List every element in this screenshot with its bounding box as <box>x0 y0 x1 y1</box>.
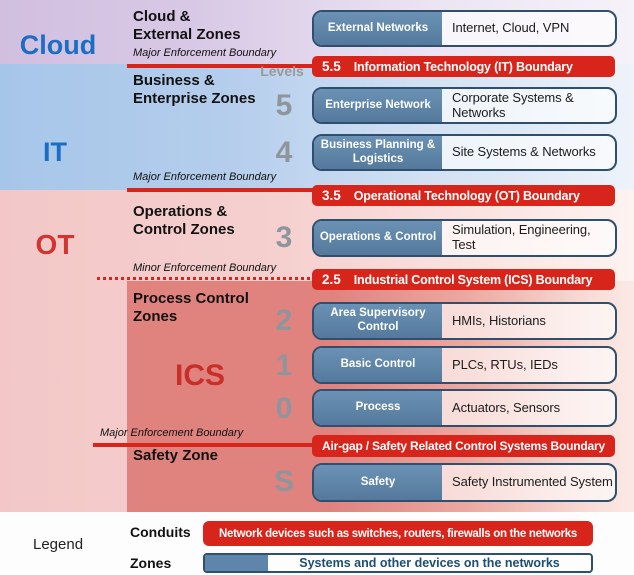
zone-box-basic-control: Basic Control PLCs, RTUs, IEDs <box>312 346 617 384</box>
zone-box-name: Area Supervisory Control <box>314 304 442 338</box>
level-number-2: 2 <box>275 304 293 337</box>
zone-box-enterprise-network: Enterprise Network Corporate Systems & N… <box>312 87 617 124</box>
zone-box-description: Safety Instrumented System <box>452 474 613 490</box>
zone-box-description: Internet, Cloud, VPN <box>452 20 570 36</box>
level-number-s: S <box>273 465 294 498</box>
major-boundary-line-cloud-it <box>127 64 316 68</box>
zone-box-name: Enterprise Network <box>314 89 442 122</box>
conduit-level-number: 3.5 <box>322 188 341 203</box>
legend-conduit-sample: Network devices such as switches, router… <box>203 521 593 546</box>
level-number-4: 4 <box>275 136 293 169</box>
zone-title-business-enterprise: Business & Enterprise Zones <box>133 72 256 107</box>
conduit-bar-it-boundary: 5.5 Information Technology (IT) Boundary <box>312 56 615 77</box>
conduit-bar-airgap-boundary: Air-gap / Safety Related Control Systems… <box>312 435 615 457</box>
legend-zone-blue-segment <box>205 555 268 571</box>
zone-box-operations-control: Operations & Control Simulation, Enginee… <box>312 219 617 257</box>
legend-conduit-description: Network devices such as switches, router… <box>219 527 577 540</box>
minor-boundary-dotted-line <box>97 277 316 280</box>
zone-title-operations-control: Operations & Control Zones <box>133 203 235 238</box>
legend-zones-label: Zones <box>130 555 172 571</box>
zone-box-name: External Networks <box>314 12 442 45</box>
zone-box-area-supervisory: Area Supervisory Control HMIs, Historian… <box>312 302 617 340</box>
conduit-title: Information Technology (IT) Boundary <box>353 59 573 74</box>
zone-box-description: PLCs, RTUs, IEDs <box>452 356 558 372</box>
zone-title-cloud-external: Cloud & External Zones <box>133 8 241 43</box>
conduit-level-number: 2.5 <box>322 272 341 287</box>
conduit-bar-ics-boundary: 2.5 Industrial Control System (ICS) Boun… <box>312 269 615 290</box>
boundary-label: Major Enforcement Boundary <box>133 171 277 183</box>
zone-box-description: HMIs, Historians <box>452 312 546 328</box>
conduit-title: Operational Technology (OT) Boundary <box>353 188 580 203</box>
ot-label: OT <box>35 229 75 260</box>
zone-box-name: Business Planning & Logistics <box>314 136 442 169</box>
major-boundary-line-safety <box>93 443 316 447</box>
zone-box-external-networks: External Networks Internet, Cloud, VPN <box>312 10 617 47</box>
boundary-label: Major Enforcement Boundary <box>133 47 277 59</box>
conduit-title: Air-gap / Safety Related Control Systems… <box>322 439 605 453</box>
zone-box-name: Process <box>314 391 442 425</box>
zone-box-description: Site Systems & Networks <box>452 144 596 160</box>
it-zone-band <box>0 64 634 190</box>
legend-zone-description: Systems and other devices on the network… <box>299 556 560 570</box>
boundary-label: Major Enforcement Boundary <box>100 427 244 439</box>
level-number-0: 0 <box>275 392 293 425</box>
zone-box-description: Actuators, Sensors <box>452 399 561 415</box>
cloud-label: Cloud <box>19 30 97 60</box>
conduit-bar-ot-boundary: 3.5 Operational Technology (OT) Boundary <box>312 185 615 206</box>
ics-label: ICS <box>174 359 225 392</box>
conduit-level-number: 5.5 <box>322 59 341 74</box>
zone-box-description: Corporate Systems & Networks <box>452 89 574 120</box>
level-number-5: 5 <box>275 89 293 122</box>
level-number-3: 3 <box>275 221 293 254</box>
levels-header: Levels <box>260 63 304 79</box>
zone-title-safety: Safety Zone <box>133 447 219 464</box>
zone-box-process: Process Actuators, Sensors <box>312 389 617 427</box>
boundary-label: Minor Enforcement Boundary <box>133 262 277 274</box>
zone-box-name: Operations & Control <box>314 221 442 255</box>
zone-box-safety: Safety Safety Instrumented System <box>312 463 617 502</box>
legend-conduits-label: Conduits <box>130 524 191 540</box>
zone-box-name: Safety <box>314 465 442 500</box>
major-boundary-line-it-ot <box>127 188 316 192</box>
zone-box-business-planning: Business Planning & Logistics Site Syste… <box>312 134 617 171</box>
zone-title-process-control: Process Control Zones <box>133 290 249 325</box>
level-number-1: 1 <box>275 349 293 382</box>
zone-box-description: Simulation, Engineering, Test <box>452 222 591 252</box>
it-label: IT <box>43 137 67 167</box>
legend-zone-sample: Systems and other devices on the network… <box>203 553 593 573</box>
legend-title: Legend <box>33 536 84 553</box>
conduit-title: Industrial Control System (ICS) Boundary <box>353 272 593 287</box>
zone-box-name: Basic Control <box>314 348 442 382</box>
